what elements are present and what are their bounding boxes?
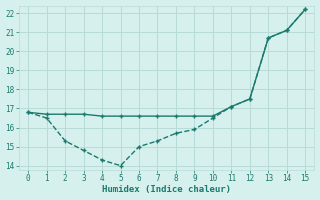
X-axis label: Humidex (Indice chaleur): Humidex (Indice chaleur): [102, 185, 231, 194]
